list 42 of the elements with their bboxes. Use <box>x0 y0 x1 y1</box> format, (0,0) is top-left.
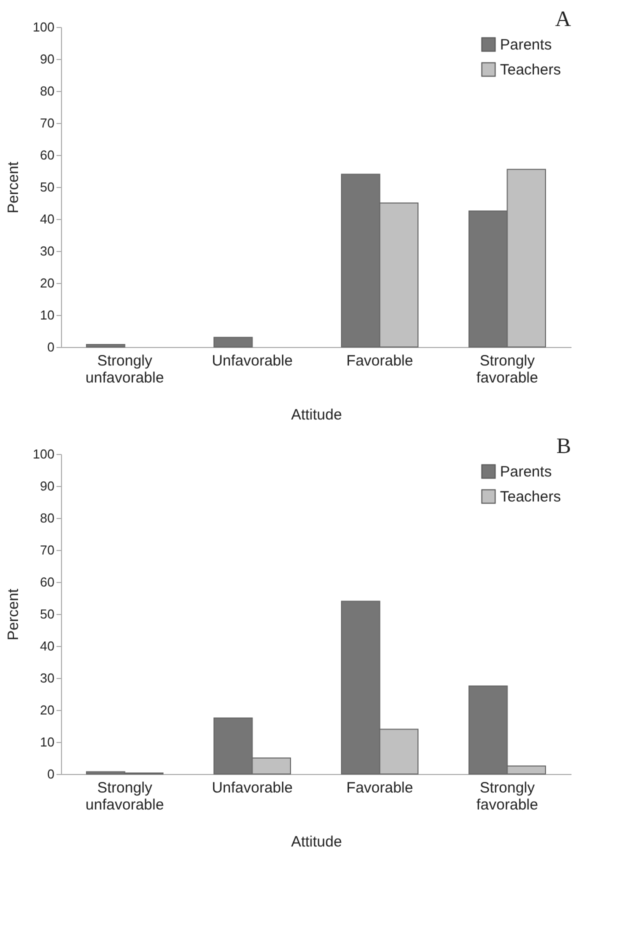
y-tick-label: 30 <box>40 670 54 686</box>
x-axis-title: Attitude <box>291 406 342 424</box>
x-tick-label: Unfavorable <box>212 352 293 370</box>
legend-label: Teachers <box>500 488 561 506</box>
y-tick-label: 90 <box>40 478 54 494</box>
y-tick-label: 10 <box>40 308 54 322</box>
y-tick-label: 20 <box>40 276 54 290</box>
x-tick-label: Strongly favorable <box>476 780 538 814</box>
x-tick-label: Strongly favorable <box>476 352 538 386</box>
y-tick-label: 40 <box>40 212 54 226</box>
y-tick-label: 0 <box>47 340 54 354</box>
bar <box>214 336 253 348</box>
x-tick-label: Unfavorable <box>212 780 293 796</box>
y-axis-title: Percent <box>4 588 22 640</box>
x-axis-title: Attitude <box>291 834 342 850</box>
y-tick-label: 80 <box>40 510 54 526</box>
y-tick-label: 30 <box>40 244 54 258</box>
y-tick-label: 0 <box>47 766 54 782</box>
y-tick-label: 70 <box>40 542 54 558</box>
legend-label: Parents <box>500 464 552 480</box>
y-tick-label: 50 <box>40 606 54 622</box>
x-tick-label: Favorable <box>346 352 414 370</box>
y-tick-label: 50 <box>40 180 54 194</box>
y-tick-label: 60 <box>40 574 54 590</box>
x-tick-label: Strongly unfavorable <box>86 780 164 814</box>
y-tick-label: 20 <box>40 702 54 718</box>
y-tick-label: 90 <box>40 52 54 66</box>
y-tick-label: 80 <box>40 84 54 98</box>
x-tick-label: Favorable <box>346 780 414 796</box>
legend-label: Parents <box>500 36 552 54</box>
x-tick-label: Strongly unfavorable <box>86 352 164 386</box>
y-tick-label: 70 <box>40 116 54 130</box>
y-axis-title: Percent <box>4 160 22 214</box>
chart-title: B <box>556 433 571 458</box>
y-tick-label: 60 <box>40 148 54 162</box>
y-tick-label: 10 <box>40 734 54 750</box>
y-tick-label: 40 <box>40 638 54 654</box>
y-tick-label: 100 <box>32 446 54 462</box>
legend-label: Teachers <box>500 62 561 78</box>
bar <box>86 344 126 348</box>
y-tick-label: 100 <box>32 20 54 34</box>
chart-title: A <box>555 6 572 31</box>
